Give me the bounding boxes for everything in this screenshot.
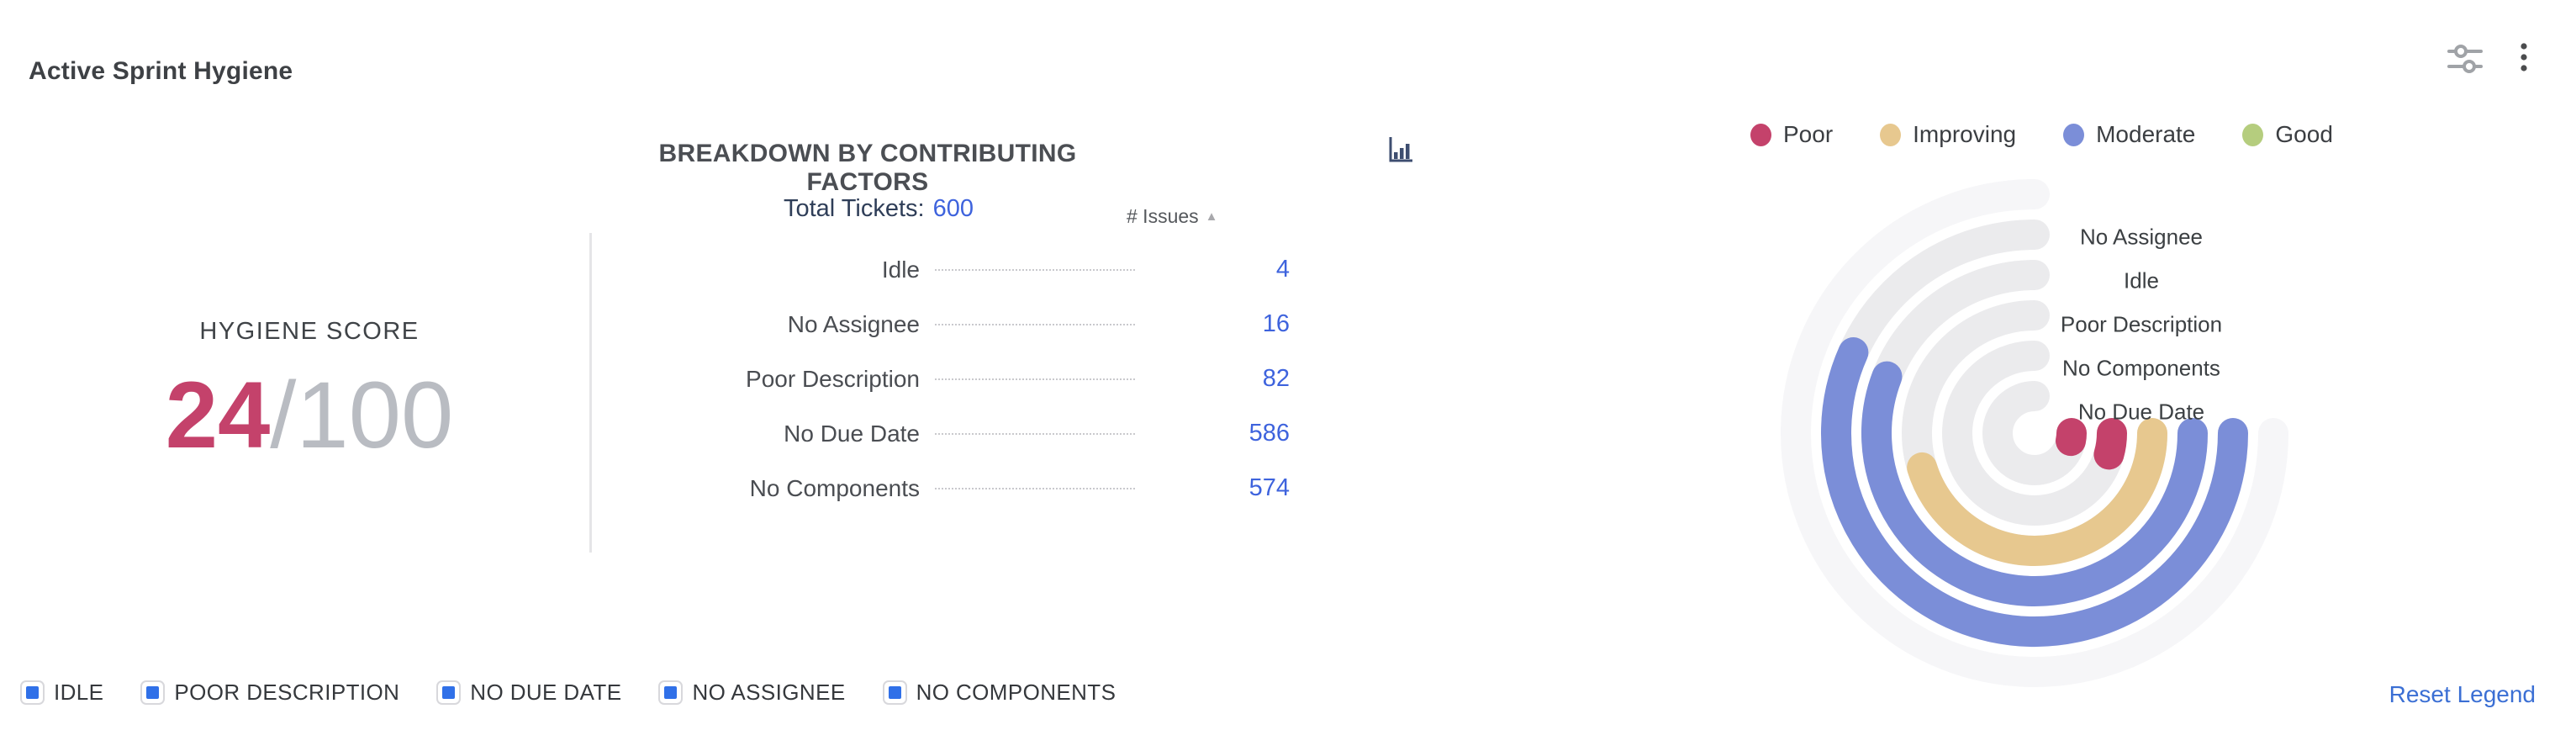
series-label: NO COMPONENTS bbox=[916, 679, 1116, 705]
sort-ascending-icon: ▲ bbox=[1205, 209, 1218, 224]
factor-row: No Due Date 586 bbox=[610, 406, 1290, 461]
factor-issue-count[interactable]: 574 bbox=[1248, 474, 1290, 501]
ring-label: Idle bbox=[2124, 267, 2159, 294]
dotted-leader bbox=[935, 268, 1135, 271]
ring-label: Poor Description bbox=[2060, 311, 2223, 337]
factor-row: No Assignee 16 bbox=[610, 297, 1290, 352]
radial-hygiene-chart: No Assignee Idle Poor Description No Compon… bbox=[1766, 165, 2354, 711]
outer-guide-track bbox=[1781, 179, 2288, 687]
dotted-leader bbox=[935, 323, 1135, 325]
ring-bar bbox=[2093, 418, 2127, 470]
factor-rows: Idle 4 No Assignee 16 Poor Description 82 No D… bbox=[610, 242, 1290, 516]
checkbox-icon[interactable] bbox=[20, 680, 45, 705]
ring-track bbox=[1942, 341, 2127, 526]
reset-legend-link[interactable]: Reset Legend bbox=[2389, 681, 2536, 707]
series-label: POOR DESCRIPTION bbox=[174, 679, 400, 705]
checkbox-icon[interactable] bbox=[436, 680, 462, 705]
factor-label: Idle bbox=[881, 256, 920, 283]
factor-label: Poor Description bbox=[746, 365, 920, 392]
issues-column-header[interactable]: # Issues ▲ bbox=[1127, 205, 1218, 228]
hygiene-score-value: 24/100 bbox=[57, 368, 562, 463]
ring-label: No Due Date bbox=[2077, 399, 2205, 425]
status-legend-item[interactable]: Moderate bbox=[2063, 121, 2195, 148]
dotted-leader bbox=[935, 432, 1135, 435]
ring-bar bbox=[1907, 418, 2167, 566]
status-legend: Poor Improving Moderate Good bbox=[1750, 121, 2333, 148]
series-toggle[interactable]: NO DUE DATE bbox=[436, 680, 621, 706]
status-color-dot bbox=[2063, 123, 2085, 146]
status-label: Good bbox=[2275, 121, 2333, 147]
series-label: IDLE bbox=[54, 679, 104, 705]
status-color-dot bbox=[1750, 123, 1771, 146]
series-toggle[interactable]: POOR DESCRIPTION bbox=[140, 680, 399, 706]
series-toggle[interactable]: NO ASSIGNEE bbox=[658, 680, 845, 706]
factor-issue-count[interactable]: 82 bbox=[1262, 365, 1290, 392]
factor-row: Idle 4 bbox=[610, 242, 1290, 297]
factor-row: Poor Description 82 bbox=[610, 352, 1290, 406]
total-tickets-value[interactable]: 600 bbox=[932, 195, 974, 222]
score-slash: / bbox=[270, 362, 297, 468]
factor-issue-count[interactable]: 4 bbox=[1275, 256, 1290, 283]
factor-label: No Assignee bbox=[787, 310, 920, 337]
ring-label: No Components bbox=[2062, 355, 2220, 381]
widget-title: Active Sprint Hygiene bbox=[29, 57, 293, 85]
score-total: 100 bbox=[296, 362, 454, 468]
series-label: NO DUE DATE bbox=[470, 679, 622, 705]
status-color-dot bbox=[1880, 123, 1902, 146]
checkbox-icon[interactable] bbox=[658, 680, 684, 705]
factor-label: No Components bbox=[749, 474, 920, 501]
factor-label: No Due Date bbox=[784, 420, 920, 447]
score-number: 24 bbox=[165, 362, 271, 468]
ring-bar bbox=[2056, 418, 2087, 457]
ring-track bbox=[1982, 381, 2087, 485]
dotted-leader bbox=[935, 378, 1135, 380]
status-label: Poor bbox=[1783, 121, 1834, 147]
total-tickets-label: Total Tickets: bbox=[783, 195, 925, 222]
factor-issue-count[interactable]: 586 bbox=[1248, 420, 1290, 447]
bar-chart-icon[interactable] bbox=[1386, 135, 1416, 165]
factor-issue-count[interactable]: 16 bbox=[1262, 310, 1290, 337]
series-toggle[interactable]: NO COMPONENTS bbox=[882, 679, 1116, 706]
status-color-dot bbox=[2242, 123, 2264, 146]
dotted-leader bbox=[935, 487, 1135, 489]
more-options-kebab-icon[interactable] bbox=[2514, 39, 2534, 76]
ring-bar bbox=[1861, 361, 2208, 606]
checkbox-icon[interactable] bbox=[882, 680, 907, 705]
checkbox-icon[interactable] bbox=[140, 680, 166, 705]
status-label: Moderate bbox=[2096, 121, 2196, 147]
ring-bar bbox=[1821, 337, 2248, 647]
breakdown-section-title: BREAKDOWN BY CONTRIBUTING FACTORS bbox=[658, 140, 1077, 196]
status-legend-item[interactable]: Improving bbox=[1880, 121, 2016, 148]
filter-sliders-icon[interactable] bbox=[2445, 39, 2485, 76]
hygiene-score-label: HYGIENE SCORE bbox=[199, 318, 420, 345]
status-label: Improving bbox=[1913, 121, 2017, 147]
vertical-divider bbox=[589, 233, 592, 553]
ring-label: No Assignee bbox=[2080, 224, 2203, 250]
issues-header-text: # Issues bbox=[1127, 205, 1199, 227]
status-legend-item[interactable]: Good bbox=[2242, 121, 2333, 148]
status-legend-item[interactable]: Poor bbox=[1750, 121, 1833, 148]
series-label: NO ASSIGNEE bbox=[692, 679, 846, 705]
series-toggle[interactable]: IDLE bbox=[20, 680, 103, 706]
total-tickets: Total Tickets: 600 bbox=[668, 195, 1089, 223]
bottom-legend: IDLE POOR DESCRIPTION NO DUE DATE NO ASSIGN… bbox=[20, 676, 1116, 708]
factor-row: No Components 574 bbox=[610, 461, 1290, 516]
